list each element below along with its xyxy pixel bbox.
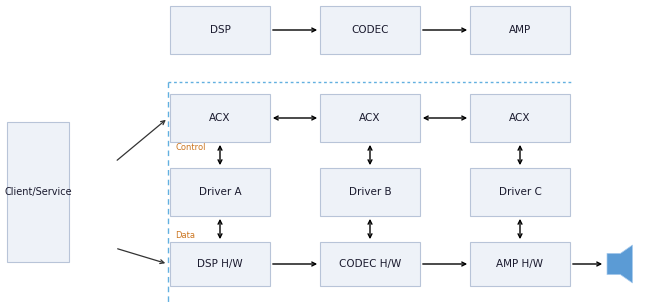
Text: ACX: ACX (209, 113, 231, 123)
FancyBboxPatch shape (470, 242, 570, 286)
Text: Driver C: Driver C (499, 187, 541, 197)
FancyBboxPatch shape (470, 94, 570, 142)
FancyBboxPatch shape (320, 6, 420, 54)
Text: AMP: AMP (509, 25, 531, 35)
Text: Driver A: Driver A (199, 187, 242, 197)
Text: Control: Control (175, 143, 205, 153)
Text: Data: Data (175, 232, 195, 240)
FancyBboxPatch shape (470, 168, 570, 216)
FancyBboxPatch shape (320, 94, 420, 142)
FancyBboxPatch shape (170, 94, 270, 142)
Text: CODEC H/W: CODEC H/W (339, 259, 401, 269)
Text: DSP: DSP (209, 25, 230, 35)
FancyBboxPatch shape (320, 168, 420, 216)
Text: ACX: ACX (509, 113, 531, 123)
Text: Client/Service: Client/Service (4, 187, 72, 197)
FancyBboxPatch shape (320, 242, 420, 286)
Polygon shape (607, 245, 633, 283)
FancyBboxPatch shape (470, 6, 570, 54)
FancyBboxPatch shape (170, 6, 270, 54)
FancyBboxPatch shape (170, 242, 270, 286)
Text: ACX: ACX (359, 113, 380, 123)
Text: CODEC: CODEC (351, 25, 389, 35)
Text: AMP H/W: AMP H/W (497, 259, 544, 269)
Text: Driver B: Driver B (349, 187, 391, 197)
FancyBboxPatch shape (170, 168, 270, 216)
FancyBboxPatch shape (7, 122, 69, 262)
Text: DSP H/W: DSP H/W (197, 259, 243, 269)
